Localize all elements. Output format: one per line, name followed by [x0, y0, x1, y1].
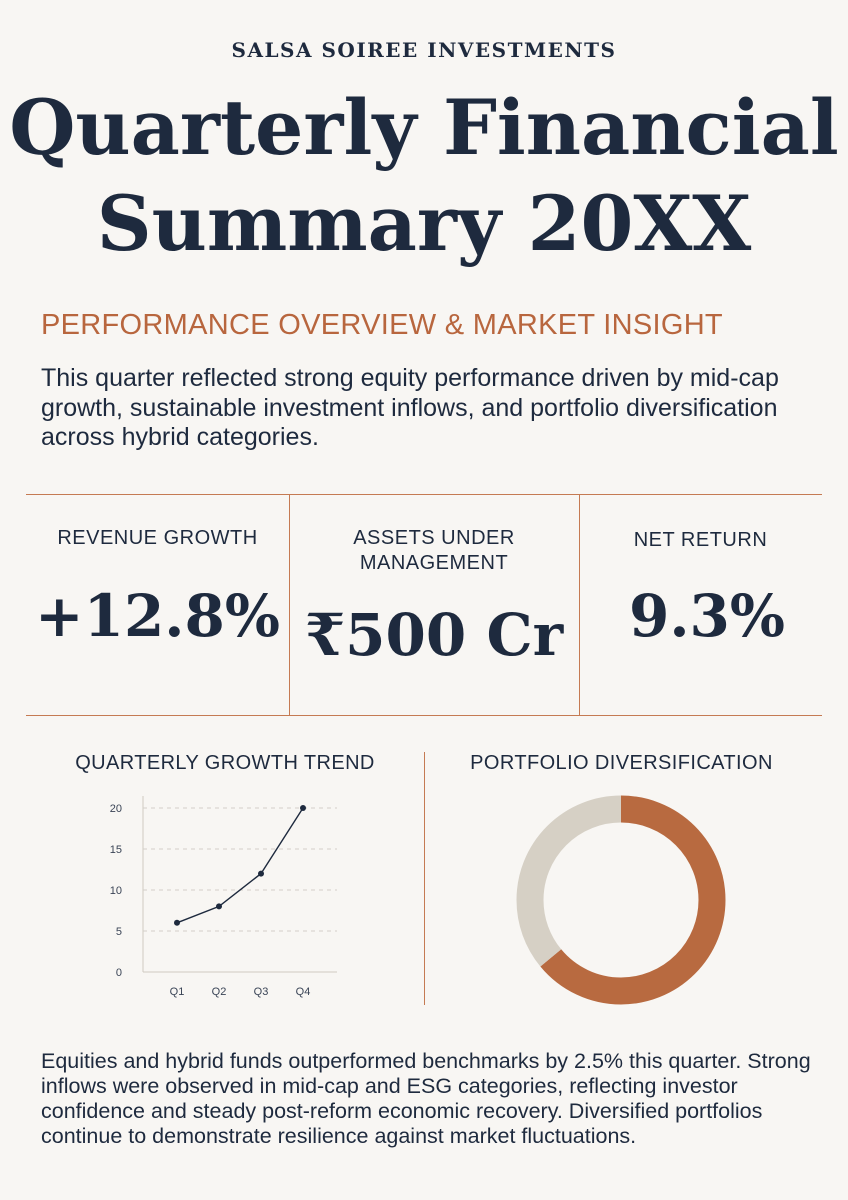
title-line-2: Summary 20XX [96, 179, 752, 268]
kpi-aum-value: ₹500 Cr [304, 601, 564, 669]
series-line [176, 807, 304, 924]
x-tick-label: Q1 [170, 986, 185, 998]
kpi-revenue-growth-value: +12.8% [35, 582, 280, 650]
kpi-divider-1 [289, 494, 290, 715]
y-tick-label: 20 [110, 803, 122, 815]
pie-slice [516, 795, 726, 1005]
overview-heading: PERFORMANCE OVERVIEW & MARKET INSIGHT [41, 309, 723, 341]
summary-text: Equities and hybrid funds outperformed b… [41, 1049, 811, 1148]
data-point [300, 805, 306, 811]
kpi-net-return-value: 9.3% [628, 582, 786, 650]
y-tick-label: 15 [110, 844, 122, 856]
kpi-divider-2 [579, 494, 580, 715]
x-tick-label: Q4 [296, 986, 311, 998]
kpi-aum-label: ASSETS UNDER MANAGEMENT [353, 527, 515, 574]
portfolio-chart-title: PORTFOLIO DIVERSIFICATION [470, 752, 773, 774]
data-point [258, 870, 264, 877]
kpi-top-divider [26, 494, 822, 495]
x-tick-label: Q3 [254, 986, 269, 998]
y-tick-label: 5 [116, 926, 122, 938]
pie-slice [516, 795, 726, 1005]
charts-divider [424, 752, 425, 1005]
kpi-revenue-growth-label: REVENUE GROWTH [57, 527, 258, 549]
data-point [174, 919, 180, 926]
brand-name: SALSA SOIREE INVESTMENTS [231, 38, 617, 62]
title-line-1: Quarterly Financial [9, 83, 839, 172]
trend-chart-title: QUARTERLY GROWTH TREND [75, 752, 375, 774]
y-tick-label: 10 [110, 885, 122, 897]
y-tick-label: 0 [116, 967, 122, 979]
page-title: Quarterly Financial Summary 20XX [0, 80, 848, 272]
data-point [216, 903, 222, 910]
kpi-bottom-divider [26, 715, 822, 716]
x-tick-label: Q2 [212, 986, 227, 998]
overview-text: This quarter reflected strong equity per… [41, 364, 779, 451]
kpi-net-return-label: NET RETURN [633, 529, 768, 551]
